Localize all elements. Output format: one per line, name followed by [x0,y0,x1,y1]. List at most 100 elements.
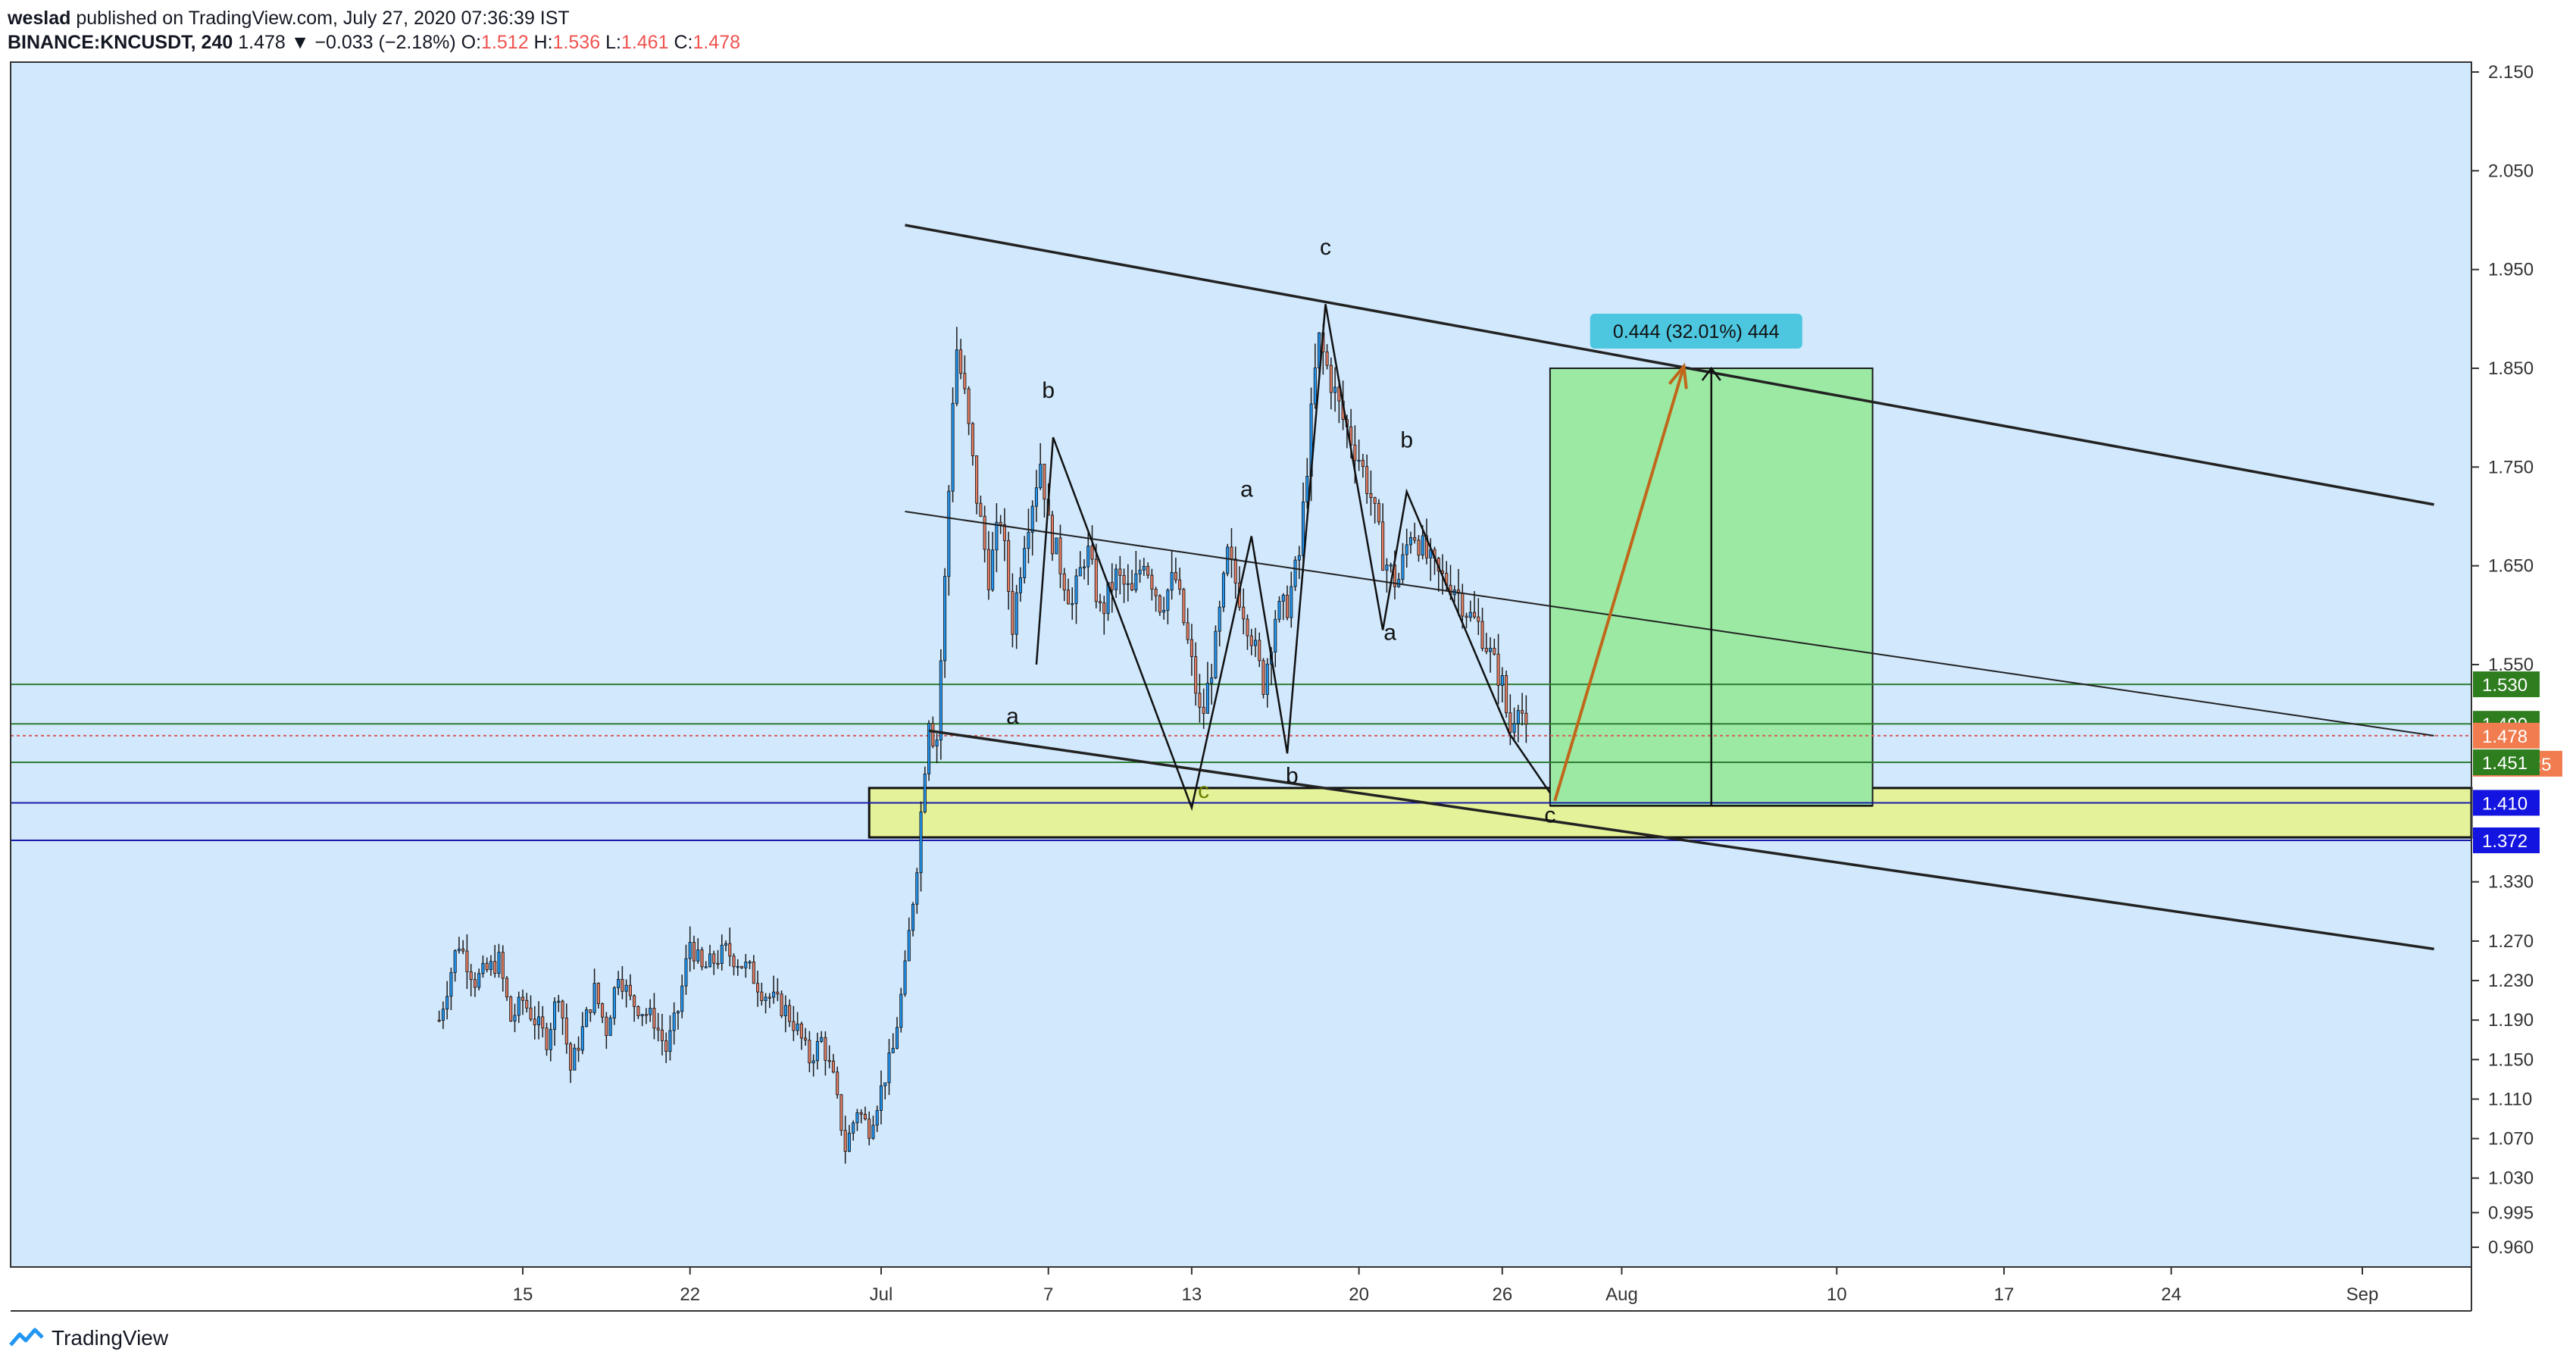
candle-body[interactable] [1142,565,1146,571]
wave-count-path[interactable] [1035,304,1551,812]
candle-body[interactable] [792,1021,796,1031]
candle-body[interactable] [871,1125,875,1139]
candle-body[interactable] [939,660,943,741]
candle-body[interactable] [589,1009,592,1013]
candle-body[interactable] [533,1018,536,1025]
candle-body[interactable] [573,1047,577,1071]
candle-body[interactable] [1138,569,1142,574]
candle-body[interactable] [457,948,461,952]
candle-body[interactable] [772,991,776,998]
candle-body[interactable] [1516,710,1520,724]
candle-body[interactable] [1325,351,1329,366]
candle-body[interactable] [649,1008,652,1015]
candle-body[interactable] [971,423,974,456]
candle-body[interactable] [1182,589,1186,624]
candle-body[interactable] [868,1118,871,1139]
candle-body[interactable] [1512,723,1516,733]
candle-body[interactable] [820,1037,824,1042]
candle-body[interactable] [1473,612,1477,618]
candle-body[interactable] [760,991,764,1001]
candle-body[interactable] [740,965,744,968]
candle-body[interactable] [441,1009,445,1021]
candle-body[interactable] [1154,589,1158,596]
candle-body[interactable] [1134,573,1138,591]
candle-body[interactable] [915,872,919,905]
candle-body[interactable] [1011,590,1014,635]
candle-body[interactable] [799,1023,803,1039]
candle-body[interactable] [497,952,501,974]
candle-body[interactable] [1210,677,1214,684]
candle-body[interactable] [1265,663,1269,695]
candle-body[interactable] [947,490,951,577]
candle-body[interactable] [899,993,903,1028]
candle-body[interactable] [1194,656,1198,694]
candle-body[interactable] [1146,565,1150,576]
candle-body[interactable] [536,1016,541,1025]
candle-body[interactable] [1405,544,1408,555]
candle-body[interactable] [712,953,716,964]
candle-body[interactable] [445,996,449,1010]
candle-body[interactable] [804,1037,808,1041]
candle-body[interactable] [1190,639,1193,657]
candle-body[interactable] [1007,540,1011,592]
candle-body[interactable] [505,978,509,998]
candle-body[interactable] [1333,386,1337,393]
candle-body[interactable] [1174,571,1177,580]
candle-body[interactable] [895,1027,899,1049]
candle-body[interactable] [1242,606,1246,620]
candle-body[interactable] [596,983,600,1005]
candle-body[interactable] [891,1047,895,1053]
candle-body[interactable] [1385,565,1389,571]
candle-body[interactable] [688,942,692,959]
candle-body[interactable] [1030,505,1034,533]
plot-area[interactable] [11,62,2471,1267]
candle-body[interactable] [1468,612,1472,618]
candle-body[interactable] [704,966,708,968]
candle-body[interactable] [1484,648,1488,652]
candle-body[interactable] [963,373,967,389]
candle-body[interactable] [1170,571,1174,591]
candle-body[interactable] [1424,535,1429,558]
candle-body[interactable] [883,1082,887,1087]
candle-body[interactable] [1253,640,1258,646]
candle-body[interactable] [1090,546,1094,560]
candle-body[interactable] [744,962,748,968]
candle-body[interactable] [509,996,513,1021]
candle-body[interactable] [1249,635,1253,646]
candle-body[interactable] [1246,618,1249,637]
candle-body[interactable] [517,996,521,1016]
candle-body[interactable] [824,1037,827,1061]
candle-body[interactable] [636,1006,640,1016]
candle-body[interactable] [1071,602,1074,605]
candle-body[interactable] [513,1015,517,1021]
candle-body[interactable] [521,996,525,1001]
candle-body[interactable] [501,952,505,979]
candle-body[interactable] [628,984,632,996]
author-name[interactable]: weslad [8,8,71,29]
candle-body[interactable] [461,948,465,952]
candle-body[interactable] [1329,364,1333,393]
candle-body[interactable] [1186,622,1190,640]
candle-body[interactable] [1381,521,1385,571]
candle-body[interactable] [764,996,767,1001]
candle-body[interactable] [831,1060,835,1073]
candle-body[interactable] [1166,590,1170,611]
candle-body[interactable] [999,521,1002,525]
candle-body[interactable] [692,942,696,962]
candle-body[interactable] [752,961,755,984]
candle-body[interactable] [839,1094,843,1131]
candle-body[interactable] [1099,601,1102,603]
candle-body[interactable] [1055,537,1058,555]
candle-body[interactable] [684,958,688,987]
candle-body[interactable] [1014,592,1018,635]
candle-body[interactable] [827,1059,831,1062]
candle-body[interactable] [493,961,497,974]
candle-body[interactable] [1218,606,1221,632]
candle-body[interactable] [923,773,927,812]
candle-body[interactable] [1369,493,1373,499]
candle-body[interactable] [836,1071,839,1096]
candle-body[interactable] [1493,647,1496,655]
candle-body[interactable] [1110,582,1114,590]
candle-body[interactable] [1305,476,1309,502]
candle-body[interactable] [1198,693,1202,708]
